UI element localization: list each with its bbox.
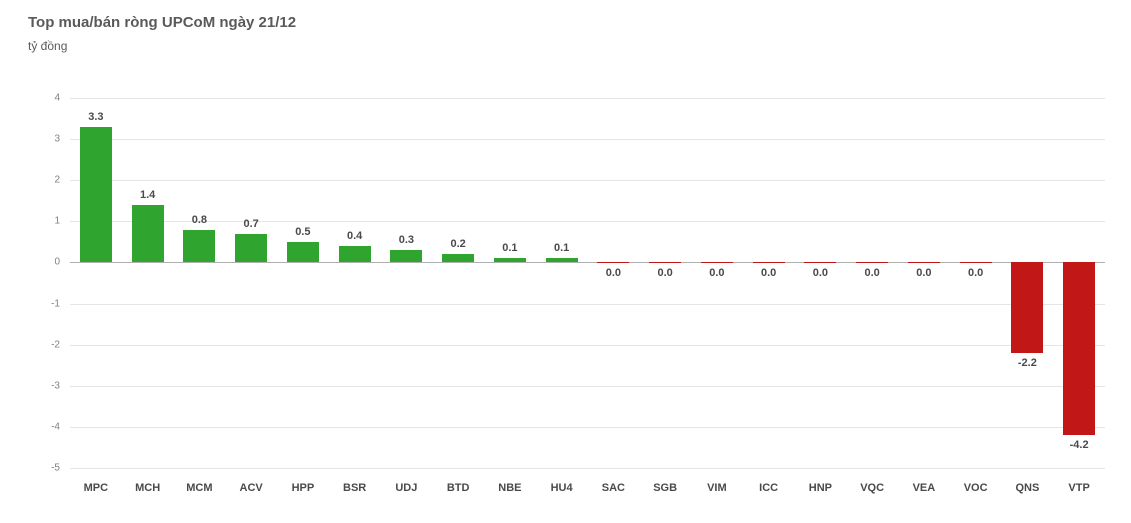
bar [442,254,474,262]
bar [287,242,319,263]
bar [1063,262,1095,435]
x-tick-label: VIM [707,482,727,494]
x-tick-label: UDJ [395,482,417,494]
y-tick-label: -4 [51,421,70,432]
x-tick-label: HU4 [551,482,573,494]
bar [856,262,888,263]
x-tick-label: VOC [964,482,988,494]
bar-value-label: 1.4 [140,189,155,201]
x-tick-label: HPP [292,482,315,494]
x-tick-label: SAC [602,482,625,494]
y-tick-label: -2 [51,339,70,350]
bar-value-label: 0.5 [295,226,310,238]
bar [546,258,578,262]
y-tick-label: -1 [51,298,70,309]
y-tick-label: 0 [54,257,70,268]
bar-value-label: 0.0 [813,267,828,279]
bar-value-label: 0.8 [192,214,207,226]
x-tick-label: MPC [84,482,108,494]
y-tick-label: 4 [54,93,70,104]
x-tick-label: SGB [653,482,677,494]
x-tick-label: VEA [913,482,936,494]
x-tick-label: VTP [1068,482,1089,494]
bar-value-label: 0.0 [968,267,983,279]
y-tick-label: -3 [51,380,70,391]
x-tick-label: ACV [240,482,263,494]
y-tick-label: 1 [54,216,70,227]
chart-title: Top mua/bán ròng UPCoM ngày 21/12 [28,14,1103,31]
x-tick-label: VQC [860,482,884,494]
y-tick-label: 3 [54,134,70,145]
x-tick-label: ICC [759,482,778,494]
bar-value-label: -4.2 [1070,439,1089,451]
bar-value-label: 0.7 [243,218,258,230]
y-tick-label: -5 [51,463,70,474]
bar-value-label: 0.3 [399,234,414,246]
bar [235,234,267,263]
bar-value-label: 0.0 [761,267,776,279]
gridline [70,468,1105,469]
x-tick-label: NBE [498,482,521,494]
bar-value-label: -2.2 [1018,357,1037,369]
bar-value-label: 0.4 [347,230,362,242]
bar-value-label: 0.2 [450,238,465,250]
bar [960,262,992,263]
bar [908,262,940,263]
chart-plot-area: -5-4-3-2-101234 3.31.40.80.70.50.40.30.2… [70,98,1105,468]
bar [494,258,526,262]
bar-value-label: 0.0 [709,267,724,279]
chart-subtitle: tỷ đồng [28,39,1103,53]
bar [753,262,785,263]
bar-value-label: 0.0 [916,267,931,279]
bar [80,127,112,263]
y-tick-label: 2 [54,175,70,186]
x-tick-label: HNP [809,482,832,494]
x-tick-label: BSR [343,482,366,494]
bar [804,262,836,263]
x-tick-label: MCM [186,482,212,494]
bar-value-label: 0.0 [606,267,621,279]
bar-value-label: 0.0 [657,267,672,279]
bar-value-label: 0.1 [502,242,517,254]
bar [390,250,422,262]
bar-value-label: 3.3 [88,111,103,123]
bar [701,262,733,263]
chart-container: Top mua/bán ròng UPCoM ngày 21/12 tỷ đồn… [0,0,1131,523]
bar [597,262,629,263]
bar [183,230,215,263]
bar [339,246,371,262]
bar [649,262,681,263]
bar [132,205,164,263]
x-tick-label: BTD [447,482,470,494]
x-tick-label: QNS [1015,482,1039,494]
x-tick-label: MCH [135,482,160,494]
bar-value-label: 0.1 [554,242,569,254]
bar-value-label: 0.0 [864,267,879,279]
bar [1011,262,1043,352]
bars-group: 3.3 1.4 0.8 0.7 0.5 0.4 0.3 0.2 0.1 0.1 0.0 0.0 0.0 0… [70,98,1105,468]
